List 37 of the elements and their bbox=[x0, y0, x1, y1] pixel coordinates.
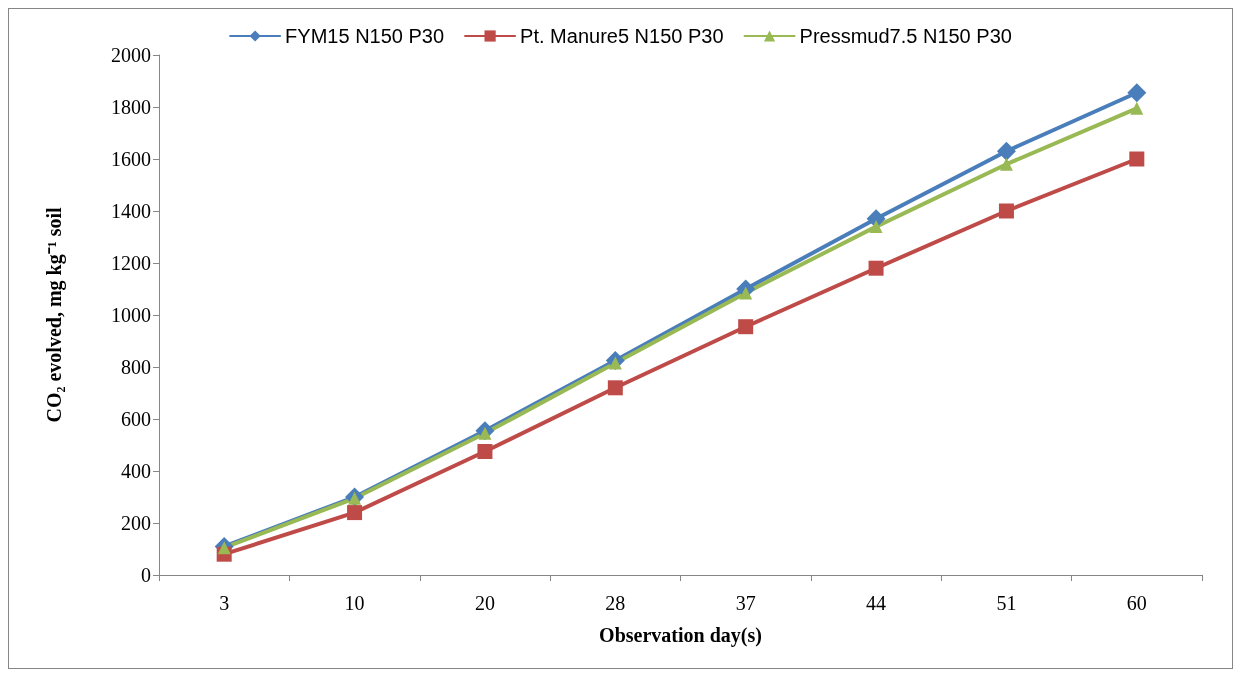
x-tick-label: 3 bbox=[219, 592, 230, 614]
y-tick-label: 200 bbox=[121, 512, 151, 534]
point bbox=[998, 203, 1014, 219]
legend-label: Pt. Manure5 N150 P30 bbox=[520, 25, 724, 47]
point bbox=[217, 541, 231, 555]
x-tick-label: 37 bbox=[735, 592, 756, 614]
y-tick-label: 1600 bbox=[111, 148, 151, 170]
legend-label: Pressmud7.5 N150 P30 bbox=[799, 25, 1012, 47]
y-tick-label: 1400 bbox=[111, 200, 151, 222]
point bbox=[607, 380, 623, 396]
point bbox=[868, 260, 884, 276]
y-tick-label: 0 bbox=[141, 564, 151, 586]
x-tick-label: 10 bbox=[344, 592, 365, 614]
y-tick-label: 600 bbox=[121, 408, 151, 430]
legend-label: FYM15 N150 P30 bbox=[285, 25, 445, 47]
x-tick-label: 51 bbox=[996, 592, 1017, 614]
x-tick-label: 44 bbox=[866, 592, 887, 614]
point bbox=[477, 444, 493, 459]
y-tick-label: 400 bbox=[121, 460, 151, 482]
point bbox=[738, 319, 754, 335]
point bbox=[869, 220, 883, 234]
y-tick-label: 2000 bbox=[111, 44, 151, 66]
x-tick-label: 28 bbox=[605, 592, 626, 614]
point bbox=[999, 157, 1013, 171]
y-axis-title: CO₂ evolved, mg kg⁻¹ soil bbox=[43, 207, 66, 423]
point bbox=[1127, 83, 1147, 103]
y-tick-label: 1200 bbox=[111, 252, 151, 274]
x-tick-label: 60 bbox=[1126, 592, 1147, 614]
y-tick-label: 1800 bbox=[111, 96, 151, 118]
point bbox=[347, 505, 363, 521]
point bbox=[1129, 151, 1145, 167]
point bbox=[1130, 101, 1144, 115]
x-axis-title: Observation day(s) bbox=[599, 624, 762, 647]
y-tick-label: 1000 bbox=[111, 304, 151, 326]
point bbox=[996, 141, 1016, 161]
y-tick-label: 800 bbox=[121, 356, 151, 378]
x-tick-label: 20 bbox=[474, 592, 495, 614]
